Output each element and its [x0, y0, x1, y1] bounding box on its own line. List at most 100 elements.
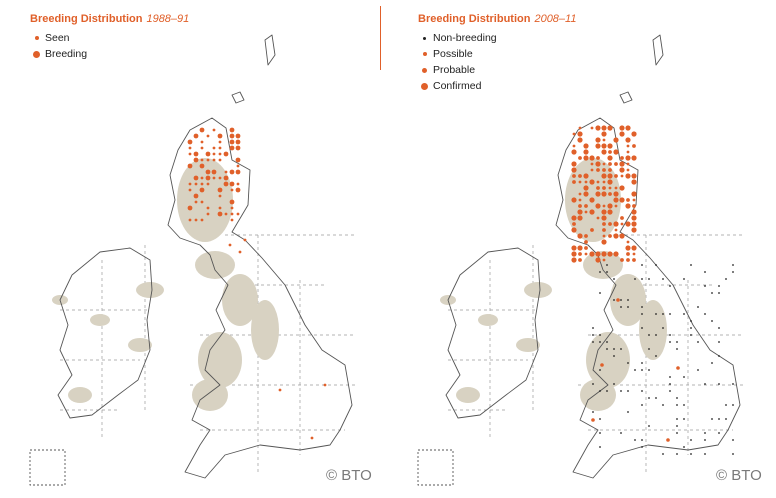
record-dot: [572, 222, 576, 226]
great-britain-outline: [555, 117, 741, 479]
record-dot: [596, 180, 600, 184]
shetland-outline: [652, 34, 664, 66]
non-breeding-dot: [690, 439, 692, 441]
non-breeding-dot: [711, 292, 713, 294]
non-breeding-dot: [676, 341, 678, 343]
record-dot: [608, 222, 612, 226]
record-dot: [614, 174, 618, 178]
non-breeding-dot: [592, 411, 594, 413]
record-dot: [230, 206, 234, 210]
record-dot: [619, 161, 625, 167]
record-dot: [218, 152, 222, 156]
record-dot: [583, 149, 589, 155]
record-dot: [584, 204, 588, 208]
non-breeding-dot: [655, 334, 657, 336]
non-breeding-dot: [732, 383, 734, 385]
record-dot: [193, 175, 199, 181]
record-dot: [631, 227, 637, 233]
record-dot: [188, 146, 192, 150]
record-dot: [211, 169, 217, 175]
non-breeding-dot: [648, 278, 650, 280]
ireland-outline: [57, 247, 153, 419]
map-title-2008-11: Breeding Distribution 2008–11: [418, 13, 576, 25]
non-breeding-dot: [613, 383, 615, 385]
britain-ireland-map-2008-11: [417, 34, 743, 486]
record-dot: [571, 197, 577, 203]
record-dot: [601, 215, 607, 221]
record-dot: [607, 173, 613, 179]
record-dot: [595, 125, 601, 131]
non-breeding-dot: [599, 369, 601, 371]
record-dot: [595, 161, 601, 167]
non-breeding-dot: [613, 348, 615, 350]
non-breeding-dot: [599, 292, 601, 294]
non-breeding-dot: [718, 285, 720, 287]
non-breeding-dot: [683, 376, 685, 378]
record-dot: [631, 221, 637, 227]
record-dot: [243, 238, 247, 242]
record-dot: [631, 131, 637, 137]
record-dot: [584, 246, 588, 250]
record-dot: [595, 191, 601, 197]
record-dot: [577, 209, 583, 215]
non-breeding-dot: [704, 383, 706, 385]
shetland-outline: [264, 34, 276, 66]
great-britain-outline: [167, 117, 353, 479]
record-dot: [200, 200, 204, 204]
ireland-outline: [445, 247, 541, 419]
non-breeding-dot: [669, 334, 671, 336]
record-dot: [238, 250, 242, 254]
record-dot: [596, 168, 600, 172]
seen-dot-icon: [34, 36, 39, 40]
record-dot: [229, 145, 235, 151]
non-breeding-dot: [641, 390, 643, 392]
record-dot: [632, 252, 636, 256]
record-dot: [632, 144, 636, 148]
record-dot: [583, 143, 589, 149]
map-years: 2008–11: [534, 13, 577, 25]
map-title-1988-91: Breeding Distribution 1988–91: [30, 13, 189, 25]
non-breeding-dot: [704, 432, 706, 434]
non-breeding-dot: [627, 390, 629, 392]
record-dot: [229, 199, 235, 205]
record-dot: [571, 215, 577, 221]
record-dot: [631, 191, 637, 197]
non-breeding-dot: [634, 439, 636, 441]
non-breeding-dot: [676, 453, 678, 455]
record-dot: [607, 125, 613, 131]
record-dot: [229, 181, 235, 187]
record-dot: [619, 167, 625, 173]
non-breeding-dot: [690, 327, 692, 329]
non-breeding-dot: [704, 271, 706, 273]
record-dot: [571, 257, 577, 263]
record-dot: [602, 258, 606, 262]
record-dot: [584, 234, 588, 238]
record-dot: [602, 204, 606, 208]
record-dot: [212, 152, 216, 156]
non-breeding-dot: [704, 453, 706, 455]
record-dot: [601, 173, 607, 179]
orkney-outline: [231, 91, 245, 104]
non-breeding-dot: [599, 334, 601, 336]
non-breeding-dot: [732, 453, 734, 455]
record-dot: [236, 182, 240, 186]
non-breeding-dot: [690, 264, 692, 266]
record-dot: [607, 155, 613, 161]
record-dot: [223, 181, 229, 187]
non-breeding-dot: [627, 362, 629, 364]
record-dot: [194, 200, 198, 204]
non-breeding-dot: [641, 313, 643, 315]
record-dot: [323, 383, 327, 387]
record-dot: [631, 209, 637, 215]
non-breeding-dot: [620, 348, 622, 350]
record-dot: [625, 137, 631, 143]
record-dot: [217, 211, 223, 217]
non-breeding-dot: [711, 362, 713, 364]
record-dot: [206, 182, 210, 186]
record-dot: [223, 175, 229, 181]
record-dot: [596, 186, 600, 190]
record-dot: [187, 139, 193, 145]
record-dot: [571, 167, 577, 173]
legend-item-breeding: Breeding: [32, 46, 87, 62]
record-dot: [230, 188, 234, 192]
